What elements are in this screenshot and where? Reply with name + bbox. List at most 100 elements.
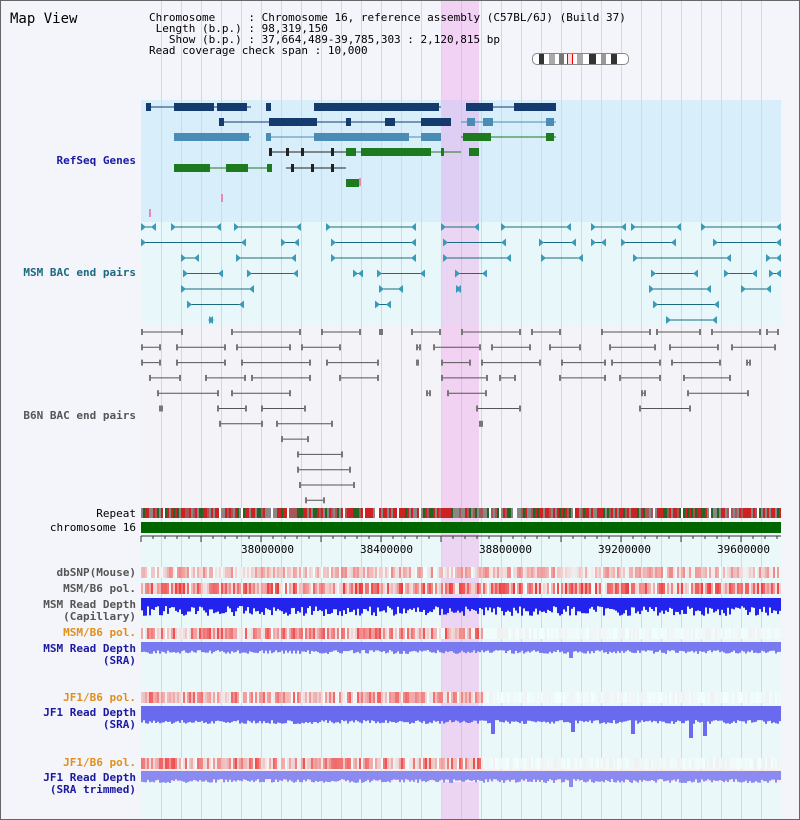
bac-end-marker <box>247 269 252 278</box>
read-depth-bar <box>395 706 397 723</box>
repeat-segment <box>591 508 593 518</box>
read-depth-bar <box>499 642 501 651</box>
read-depth-bar <box>739 771 741 783</box>
read-depth-bar <box>307 771 309 780</box>
polymorphism-cell <box>749 758 751 769</box>
read-depth-bar <box>733 642 735 651</box>
polymorphism-cell <box>413 758 415 769</box>
gene-exon <box>346 118 351 126</box>
read-depth-bar <box>421 598 423 612</box>
msm-depth-capillary-label[interactable]: MSM Read Depth (Capillary) <box>43 598 136 623</box>
read-depth-bar <box>169 771 171 783</box>
polymorphism-cell <box>539 583 541 594</box>
read-depth-bar <box>203 706 205 723</box>
repeat-segment <box>641 508 643 518</box>
dbsnp-label[interactable]: dbSNP(Mouse) <box>56 566 136 579</box>
read-depth-bar <box>515 706 517 722</box>
read-depth-bar <box>415 771 417 780</box>
jf1-depth-sra-label[interactable]: JF1 Read Depth (SRA) <box>43 706 136 731</box>
repeat-segment <box>225 508 227 518</box>
repeat-segment <box>713 508 715 518</box>
polymorphism-cell <box>297 628 299 639</box>
repeat-segment <box>319 508 321 518</box>
read-depth-bar <box>691 642 693 651</box>
polymorphism-cell <box>635 567 637 578</box>
polymorphism-cell <box>221 583 223 594</box>
read-depth-bar <box>179 706 181 723</box>
b6n-bac-label[interactable]: B6N BAC end pairs <box>23 409 136 422</box>
polymorphism-cell <box>205 583 207 594</box>
polymorphism-cell <box>755 583 757 594</box>
repeat-segment <box>639 508 641 518</box>
read-depth-bar <box>655 642 657 653</box>
read-depth-bar <box>201 642 203 653</box>
read-depth-bar <box>259 706 261 722</box>
polymorphism-cell <box>383 628 385 639</box>
polymorphism-cell <box>689 692 691 703</box>
repeat-segment <box>767 508 769 518</box>
polymorphism-cell <box>725 583 727 594</box>
polymorphism-cell <box>483 583 485 594</box>
msm-pol-capillary-label[interactable]: MSM/B6 pol. <box>63 582 136 595</box>
read-depth-bar <box>697 706 699 722</box>
polymorphism-cell <box>163 583 165 594</box>
bac-end-marker <box>774 344 776 351</box>
polymorphism-cell <box>305 583 307 594</box>
refseq-genes-label[interactable]: RefSeq Genes <box>56 154 136 167</box>
polymorphism-cell <box>333 758 335 769</box>
read-depth-bar <box>513 706 515 722</box>
polymorphism-cell <box>251 758 253 769</box>
polymorphism-cell <box>641 567 643 578</box>
jf1-pol-sra-label[interactable]: JF1/B6 pol. <box>63 691 136 704</box>
repeat-segment <box>679 508 681 518</box>
gene-exon <box>346 179 359 187</box>
polymorphism-cell <box>689 583 691 594</box>
polymorphism-cell <box>363 583 365 594</box>
read-depth-bar <box>165 771 167 783</box>
gene-exon <box>469 148 479 156</box>
polymorphism-cell <box>397 567 399 578</box>
repeat-segment <box>489 508 491 518</box>
msm-bac-label[interactable]: MSM BAC end pairs <box>23 266 136 279</box>
msm-depth-sra-label[interactable]: MSM Read Depth (SRA) <box>43 642 136 667</box>
polymorphism-cell <box>439 583 441 594</box>
bac-end-marker <box>687 390 689 397</box>
polymorphism-cell <box>321 692 323 703</box>
chromosome-ideogram[interactable] <box>532 53 629 65</box>
read-depth-bar <box>721 598 723 610</box>
bac-end-marker <box>499 374 501 381</box>
gene-exon <box>346 148 356 156</box>
polymorphism-cell <box>543 758 545 769</box>
polymorphism-cell <box>703 628 705 639</box>
jf1-pol-trimmed-label[interactable]: JF1/B6 pol. <box>63 756 136 769</box>
polymorphism-cell <box>707 628 709 639</box>
read-depth-bar <box>705 771 707 781</box>
polymorphism-cell <box>675 628 677 639</box>
polymorphism-cell <box>761 567 763 578</box>
repeat-segment <box>491 508 493 518</box>
polymorphism-cell <box>521 567 523 578</box>
read-depth-bar <box>341 642 343 654</box>
read-depth-bar <box>417 642 419 653</box>
polymorphism-cell <box>499 583 501 594</box>
polymorphism-cell <box>429 628 431 639</box>
chromosome-label: Chromosome <box>149 11 216 24</box>
msm-pol-sra-label[interactable]: MSM/B6 pol. <box>63 626 136 639</box>
show-label: Show (b.p.) <box>168 33 242 46</box>
read-depth-bar <box>555 706 557 722</box>
bac-end-marker <box>349 466 351 473</box>
read-depth-bar <box>357 598 359 609</box>
read-depth-bar <box>387 598 389 607</box>
polymorphism-cell <box>197 758 199 769</box>
repeat-segment <box>485 508 487 518</box>
read-depth-bar <box>181 642 183 652</box>
polymorphism-cell <box>507 758 509 769</box>
polymorphism-cell <box>179 628 181 639</box>
read-depth-bar <box>217 706 219 721</box>
polymorphism-cell <box>739 583 741 594</box>
polymorphism-cell <box>295 583 297 594</box>
read-depth-bar <box>481 642 483 651</box>
jf1-depth-trimmed-label[interactable]: JF1 Read Depth (SRA trimmed) <box>43 771 136 796</box>
polymorphism-cell <box>145 567 147 578</box>
